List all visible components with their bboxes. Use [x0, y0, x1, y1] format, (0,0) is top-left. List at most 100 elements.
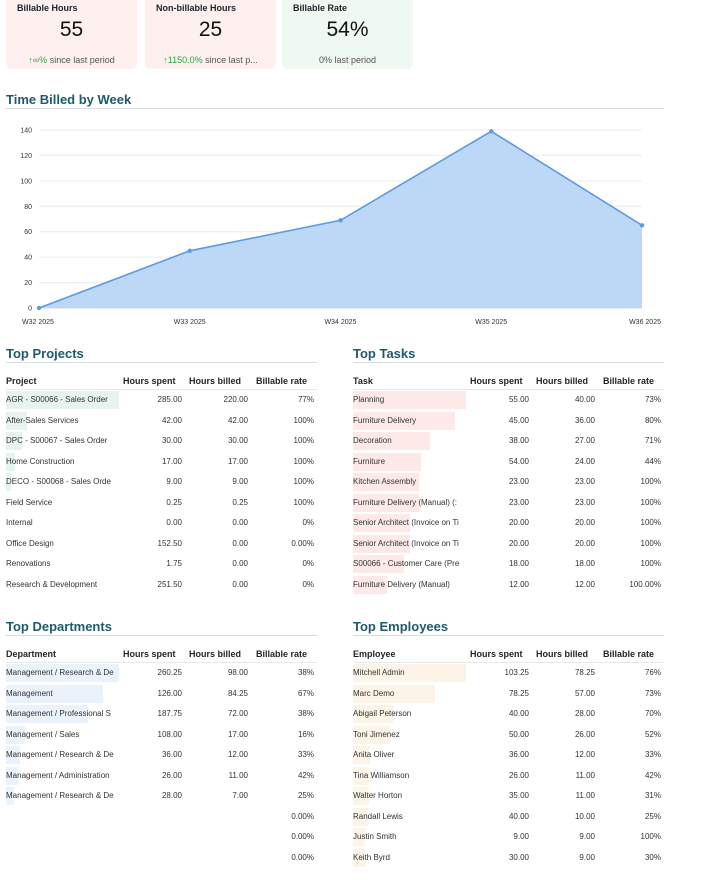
row-spent: 28.00 [161, 791, 182, 800]
table-row[interactable]: Furniture Delivery (Manual) 12.00 12.00 100… [353, 575, 664, 596]
table-row[interactable]: AGR - S00066 - Sales Order 285.00 220.00 77… [6, 391, 317, 411]
table-row[interactable]: Research & Development 251.50 0.00 0% [6, 576, 317, 596]
table-row[interactable]: Field Service 0.25 0.25 100% [6, 494, 317, 514]
table-row[interactable]: Kitchen Assembly 23.00 23.00 100% [353, 473, 664, 493]
column-header[interactable]: Department [6, 649, 57, 659]
hours-bar [353, 534, 410, 553]
table-row[interactable]: Justin Smith 9.00 9.00 100% [353, 828, 664, 848]
column-header[interactable]: Hours billed [189, 376, 242, 386]
table-row[interactable]: Mitchell Admin 103.25 78.25 76% [353, 664, 664, 684]
row-rate: 38% [297, 709, 314, 718]
row-rate: 31% [644, 791, 661, 800]
kpi-card-non-billable-hours[interactable]: Non-billable Hours 25 ↑1150.0% since las… [145, 0, 276, 69]
data-point[interactable] [489, 129, 494, 134]
column-header[interactable]: Billable rate [256, 376, 308, 386]
table-row[interactable]: Home Construction 17.00 17.00 100% [6, 452, 317, 473]
row-spent: 40.00 [508, 709, 529, 718]
table-row[interactable]: Management / Research & De 260.25 98.00 38% [6, 664, 317, 684]
column-header[interactable]: Task [353, 376, 373, 386]
table-row[interactable]: Planning 55.00 40.00 73% [353, 391, 664, 411]
table-row[interactable]: Management / Professional S 187.75 72.00 38… [6, 705, 317, 725]
column-header[interactable]: Project [6, 376, 37, 386]
row-billed [182, 828, 248, 846]
column-header[interactable]: Hours spent [123, 376, 176, 386]
table-row[interactable]: Furniture Delivery (Manual) (: 23.00 23.00… [353, 493, 664, 514]
row-billed: 12.00 [574, 750, 595, 759]
row-billed: 9.00 [579, 852, 595, 862]
column-header[interactable]: Billable rate [603, 649, 655, 659]
row-label: Management / Administration [6, 770, 110, 780]
column-header[interactable]: Hours spent [470, 649, 523, 659]
table-row[interactable]: Abigail Peterson 40.00 28.00 70% [353, 705, 664, 725]
table-row[interactable]: After-Sales Services 42.00 42.00 100% [6, 411, 317, 432]
table-row[interactable]: Internal 0.00 0.00 0% [6, 514, 317, 534]
row-rate: 100% [293, 497, 314, 507]
x-tick-label: W33 2025 [174, 319, 206, 326]
table-row[interactable]: Toni Jimenez 50.00 26.00 52% [353, 725, 664, 746]
table-row[interactable]: Management / Research & De 28.00 7.00 25% [6, 787, 317, 807]
column-header[interactable]: Hours billed [536, 649, 589, 659]
table-row[interactable]: Management / Sales 108.00 17.00 16% [6, 725, 317, 746]
row-label: Furniture Delivery (Manual) (: [353, 497, 458, 507]
row-rate: 0.00% [291, 852, 314, 862]
row-label: Management / Research & De [6, 791, 114, 800]
row-spent: 23.00 [508, 497, 529, 507]
data-point[interactable] [639, 223, 645, 228]
table-row[interactable]: Furniture 54.00 24.00 44% [353, 452, 664, 473]
row-billed: 23.00 [574, 497, 595, 507]
table-row[interactable]: Walter Horton 35.00 11.00 31% [353, 787, 664, 807]
table-row[interactable]: Senior Architect (Invoice on Ti 20.00 20.0… [353, 534, 664, 555]
column-header[interactable]: Hours spent [123, 649, 176, 659]
column-header[interactable]: Billable rate [603, 376, 655, 386]
data-point[interactable] [187, 248, 192, 253]
table-row[interactable]: Management / Administration 26.00 11.00 42% [6, 766, 317, 787]
column-header[interactable]: Hours billed [536, 376, 589, 386]
kpi-card-billable-rate[interactable]: Billable Rate 54% 0% last period [282, 0, 413, 69]
column-header[interactable]: Billable rate [256, 649, 308, 659]
row-rate: 100% [293, 477, 314, 486]
table-row[interactable]: S00066 - Customer Care (Pre 18.00 18.00 100… [353, 555, 664, 575]
row-label: Management [6, 688, 53, 698]
row-billed: 30.00 [227, 436, 248, 445]
time-billed-area-chart[interactable]: 0 20 40 60 80 100 120 140 W32 2025 W33 2025 W34 20… [0, 110, 704, 332]
table-row[interactable]: Randall Lewis 40.00 10.00 25% [353, 807, 664, 828]
section-divider [353, 635, 664, 636]
row-spent: 1.75 [166, 559, 182, 568]
row-spent: 0.00 [166, 518, 182, 527]
row-billed [182, 808, 248, 826]
table-row[interactable]: Decoration 38.00 27.00 71% [353, 432, 664, 452]
y-tick-label: 140 [20, 128, 32, 135]
data-point[interactable] [36, 305, 42, 311]
table-row[interactable]: Renovations 1.75 0.00 0% [6, 555, 317, 575]
table-row[interactable]: Anita Oliver 36.00 12.00 33% [353, 746, 664, 766]
row-billed: 9.00 [232, 477, 248, 486]
table-row[interactable]: Senior Architect (Invoice on Ti 20.00 20.0… [353, 514, 664, 534]
kpi-title: Billable Hours [17, 3, 78, 13]
row-label: Field Service [6, 497, 53, 507]
row-rate: 42% [644, 770, 661, 780]
table-row: 0.00% [6, 849, 317, 869]
x-tick-label: W34 2025 [325, 319, 357, 326]
table-row[interactable]: Management / Research & De 36.00 12.00 33% [6, 746, 317, 766]
table-row[interactable]: Keith Byrd 30.00 9.00 30% [353, 848, 664, 869]
row-label: Justin Smith [353, 832, 397, 841]
column-header[interactable]: Hours spent [470, 376, 523, 386]
column-header[interactable]: Employee [353, 649, 396, 659]
row-rate: 16% [297, 729, 314, 739]
kpi-card-billable-hours[interactable]: Billable Hours 55 ↑∞% since last period [6, 0, 137, 69]
table-row[interactable]: DPC - S00067 - Sales Order 30.00 30.00 100% [6, 432, 317, 452]
column-header[interactable]: Hours billed [189, 649, 242, 659]
section-title-projects: Top Projects [6, 346, 84, 361]
table-row[interactable]: Office Design 152.50 0.00 0.00% [6, 535, 317, 555]
table-row[interactable]: Marc Demo 78.25 57.00 73% [353, 684, 664, 705]
table-row[interactable]: Tina Williamson 26.00 11.00 42% [353, 766, 664, 787]
table-row[interactable]: DECO - S00068 - Sales Orde 9.00 9.00 100% [6, 473, 317, 493]
row-spent: 36.00 [161, 750, 182, 759]
data-point[interactable] [338, 218, 343, 223]
table-row[interactable]: Management 126.00 84.25 67% [6, 684, 317, 705]
table-row[interactable]: Furniture Delivery 45.00 36.00 80% [353, 411, 664, 432]
row-rate: 100% [640, 518, 661, 527]
header-divider [353, 389, 664, 390]
chart-title: Time Billed by Week [6, 92, 132, 107]
row-label: Mitchell Admin [353, 668, 405, 677]
